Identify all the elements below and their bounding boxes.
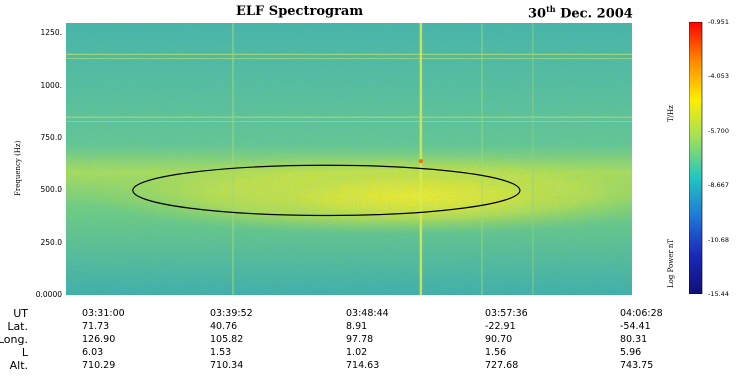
table-cell: 105.82: [210, 334, 244, 345]
table-cell: 90.70: [485, 334, 513, 345]
table-cell: 5.96: [620, 347, 642, 358]
noise-texture-light: [66, 23, 632, 295]
table-cell: 40.76: [210, 321, 238, 332]
table-cell: 8.91: [346, 321, 368, 332]
spectral-lines-layer: [66, 23, 632, 295]
table-cell: 1.56: [485, 347, 507, 358]
table-cell: 03:39:52: [210, 308, 253, 319]
table-cell: 727.68: [485, 360, 519, 371]
chart-date: 30th Dec. 2004: [528, 4, 633, 21]
colorbar-tick-label: -15.44: [708, 290, 729, 298]
table-row-label: Lat.: [7, 320, 28, 333]
date-suffix: th: [546, 4, 556, 14]
y-tick-label: 250.0: [40, 237, 62, 247]
y-tick-label: 1250.: [40, 28, 62, 38]
colorbar-unit: T/Hz: [667, 105, 675, 122]
spectrogram-plot: [66, 23, 632, 295]
table-cell: 714.63: [346, 360, 380, 371]
y-tick-label: 0.0000: [35, 290, 62, 299]
table-cell: 710.29: [82, 360, 116, 371]
y-tick-label: 500.0: [40, 185, 62, 195]
table-cell: 03:57:36: [485, 308, 528, 319]
y-axis-label: Frequency (Hz): [14, 140, 22, 196]
colorbar-tick-label: -8.667: [708, 181, 729, 190]
table-row-label: L: [21, 346, 28, 359]
date-day: 30: [528, 6, 547, 22]
colorbar-tick-label: -5.700: [708, 126, 729, 135]
table-cell: 6.03: [82, 347, 104, 358]
table-cell: 71.73: [82, 321, 110, 332]
y-tick-label: 750.0: [40, 133, 62, 143]
colorbar-tick-label: -4.053: [708, 72, 729, 81]
colorbar-tick-label: -10.68: [708, 235, 729, 244]
colorbar: [689, 22, 703, 294]
y-tick-label: 1000.: [40, 80, 62, 90]
table-cell: 1.02: [346, 347, 368, 358]
colorbar-label: Log Power nT: [667, 238, 675, 288]
table-cell: 03:31:00: [82, 308, 125, 319]
table-cell: -54.41: [620, 321, 651, 332]
table-row-label: Long.: [0, 333, 28, 346]
table-cell: 743.75: [620, 360, 654, 371]
table-cell: 80.31: [620, 334, 648, 345]
table-row-label: Alt.: [9, 359, 28, 372]
table-cell: 126.90: [82, 334, 116, 345]
colorbar-tick-label: -0.951: [708, 18, 729, 26]
date-rest: Dec. 2004: [555, 6, 633, 22]
table-cell: 710.34: [210, 360, 244, 371]
table-cell: 03:48:44: [346, 308, 389, 319]
table-cell: 04:06:28: [620, 308, 663, 319]
table-cell: 97.78: [346, 334, 374, 345]
table-cell: -22.91: [485, 321, 516, 332]
hotspot-mark: [418, 159, 423, 164]
table-row-label: UT: [13, 307, 28, 320]
chart-title: ELF Spectrogram: [236, 4, 364, 19]
colorbar-gradient: [689, 22, 703, 294]
annotation-ellipse: [132, 164, 521, 217]
table-cell: 1.53: [210, 347, 232, 358]
